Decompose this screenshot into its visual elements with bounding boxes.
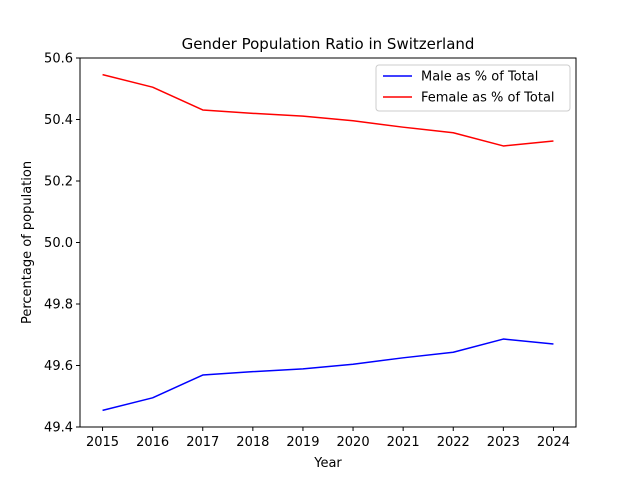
x-tick-label: 2022 (437, 435, 470, 450)
legend-label-female: Female as % of Total (421, 91, 555, 106)
legend-label-male: Male as % of Total (421, 70, 538, 85)
y-tick-label: 50.2 (44, 175, 73, 190)
y-tick-label: 49.6 (44, 359, 73, 374)
x-tick-label: 2021 (387, 435, 420, 450)
y-axis-label: Percentage of population (20, 161, 35, 324)
legend: Male as % of Total Female as % of Total (375, 64, 571, 112)
x-tick-label: 2020 (337, 435, 370, 450)
x-axis-ticks: 2015 2016 2017 2018 2019 2020 2021 2022 2023 2024 (86, 427, 570, 450)
plot-frame (79, 57, 577, 428)
x-tick-label: 2023 (487, 435, 520, 450)
series-lines (102, 73, 554, 412)
y-axis-ticks: 49.4 49.6 49.8 50.0 50.2 50.4 50.6 (44, 52, 80, 436)
x-axis-label: Year (313, 456, 342, 471)
x-tick-label: 2016 (136, 435, 169, 450)
chart-title: Gender Population Ratio in Switzerland (182, 35, 475, 53)
y-tick-label: 50.4 (44, 113, 73, 128)
y-tick-label: 50.0 (44, 236, 73, 251)
x-tick-label: 2019 (286, 435, 319, 450)
x-tick-label: 2015 (86, 435, 119, 450)
y-tick-label: 50.6 (44, 52, 73, 67)
legend-box (375, 64, 571, 112)
x-tick-label: 2017 (186, 435, 219, 450)
y-tick-label: 49.4 (44, 421, 73, 436)
series-line-female (102, 73, 554, 147)
x-tick-label: 2018 (236, 435, 269, 450)
x-tick-label: 2024 (537, 435, 570, 450)
y-tick-label: 49.8 (44, 298, 73, 313)
series-line-male (102, 338, 554, 412)
